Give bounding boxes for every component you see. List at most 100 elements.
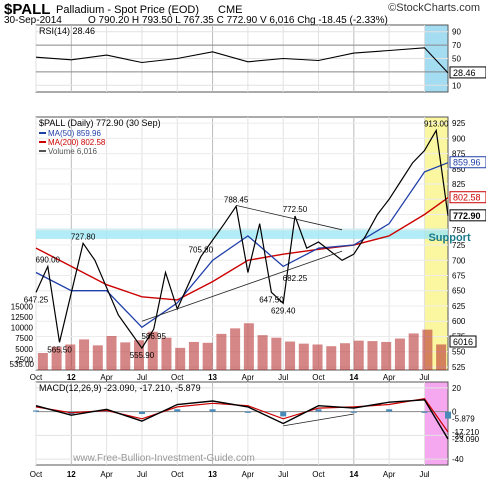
volume-tick-label: 5000	[15, 345, 33, 354]
macd-x-tick-label: 12	[67, 470, 76, 479]
close-value-label: 772.90	[453, 211, 481, 221]
macd-x-tick-label: Oct	[171, 470, 184, 479]
x-tick-label: Apr	[242, 373, 255, 382]
x-tick-label: Jul	[137, 373, 147, 382]
price-annotation: 682.25	[283, 274, 308, 283]
rsi-value-label: 28.46	[453, 68, 476, 78]
macd-histogram-bar	[209, 409, 216, 412]
volume-value-label: 6016	[453, 337, 473, 347]
volume-bar	[408, 333, 419, 370]
price-annotation: 647.25	[24, 295, 49, 304]
rsi-line	[35, 47, 449, 74]
volume-bar	[326, 346, 337, 370]
price-line	[35, 128, 449, 350]
volume-value-box	[449, 335, 477, 348]
rsi-title: RSI(14) 28.46	[39, 26, 95, 36]
macd-tick-label: 0	[452, 408, 457, 417]
volume-bar	[436, 344, 447, 370]
ma50-value-box	[449, 156, 486, 169]
macd-x-tick-label: Oct	[312, 470, 325, 479]
price-tick-label: 700	[452, 256, 466, 265]
volume-tick-label: 7500	[15, 334, 33, 343]
price-annotation: 913.00	[424, 119, 449, 128]
close-value-box	[449, 209, 486, 222]
lower-trendline	[141, 250, 343, 322]
macd-x-tick-label: Apr	[383, 470, 396, 479]
volume-tick-label: 2500	[15, 355, 33, 364]
price-annotation: 629.40	[271, 306, 296, 315]
volume-tick-label: 10000	[11, 324, 34, 333]
macd-x-tick-label: Oct	[30, 470, 43, 479]
volume-bar	[134, 340, 144, 370]
macd-x-tick-label: Jul	[137, 470, 147, 479]
volume-bar	[106, 336, 117, 370]
macd-histogram-bar	[33, 410, 39, 412]
price-tick-label: 625	[452, 302, 466, 311]
macd-tick-label: 20	[452, 384, 461, 393]
volume-bar	[381, 341, 392, 370]
x-tick-label: Oct	[312, 373, 325, 382]
volume-bar	[216, 333, 227, 370]
macd-x-tick-label: Jul	[278, 470, 288, 479]
rsi-tick-label: 50	[452, 55, 461, 64]
macd-histogram-bar	[445, 411, 451, 419]
volume-bar	[37, 353, 48, 370]
macd-x-tick-label: Jul	[419, 470, 429, 479]
price-annotation: 772.50	[283, 205, 308, 214]
volume-bar	[202, 342, 213, 370]
price-tick-label: 550	[452, 348, 466, 357]
volume-bar	[92, 345, 103, 370]
bottom-left-label: 535.00	[10, 360, 35, 369]
macd-x-tick-label: Apr	[100, 470, 113, 479]
volume-bar	[230, 328, 241, 370]
price-tick-label: 850	[452, 165, 466, 174]
volume-bar	[161, 337, 172, 370]
rsi-tick-label: 10	[452, 81, 461, 90]
price-tick-label: 675	[452, 272, 466, 281]
macd-value-label: -17.210	[452, 428, 480, 437]
x-tick-label: Jul	[419, 373, 429, 382]
x-tick-label: 12	[67, 373, 76, 382]
macd-histogram-bar	[174, 409, 181, 412]
exchange-label: CME	[218, 4, 243, 16]
macd-histogram-bar	[138, 411, 145, 415]
macd-x-tick-label: 13	[208, 470, 217, 479]
price-tick-label: 650	[452, 287, 466, 296]
price-annotation: 565.50	[47, 345, 72, 354]
volume-tick-label: 12500	[11, 313, 34, 322]
ma200-value-box	[449, 191, 486, 204]
price-annotation: 727.80	[71, 232, 96, 241]
volume-bar	[298, 343, 309, 370]
legend-entry: MA(200) 802.58	[48, 138, 106, 147]
macd-title: MACD(12,26,9) -23.090, -17.210, -5.879	[39, 383, 201, 393]
volume-bar	[79, 339, 90, 370]
volume-bar	[340, 343, 350, 370]
volume-bar	[175, 347, 186, 370]
price-annotation: 555.90	[130, 351, 155, 360]
macd-line	[35, 399, 449, 440]
macd-histogram-bar	[350, 411, 357, 413]
volume-bar	[367, 341, 378, 370]
x-tick-label: Oct	[30, 373, 43, 382]
price-tick-label: 825	[452, 180, 466, 189]
watermark: www.Free-Bullion-Investment-Guide.com	[72, 453, 255, 464]
macd-tick-label: -20	[452, 431, 464, 440]
price-annotation: 647.50	[259, 295, 284, 304]
volume-bar	[312, 344, 323, 370]
instrument-name: Palladium - Spot Price (EOD)	[56, 4, 200, 16]
volume-bar	[271, 337, 282, 370]
price-tick-label: 600	[452, 317, 466, 326]
x-tick-label: 13	[208, 373, 217, 382]
volume-bar	[65, 344, 76, 370]
macd-histogram-bar	[386, 409, 393, 412]
price-annotation: 690.00	[36, 255, 61, 264]
macd-x-tick-label: Apr	[242, 470, 255, 479]
price-annotation: 586.95	[141, 332, 166, 341]
macd-value-label: -23.090	[452, 435, 480, 444]
macd-highlight-band	[424, 382, 448, 465]
ticker-symbol: $PALL	[4, 1, 51, 18]
brand-label: ©StockCharts.com	[388, 2, 480, 14]
volume-bar	[147, 331, 158, 370]
rsi-value-box	[449, 66, 486, 79]
